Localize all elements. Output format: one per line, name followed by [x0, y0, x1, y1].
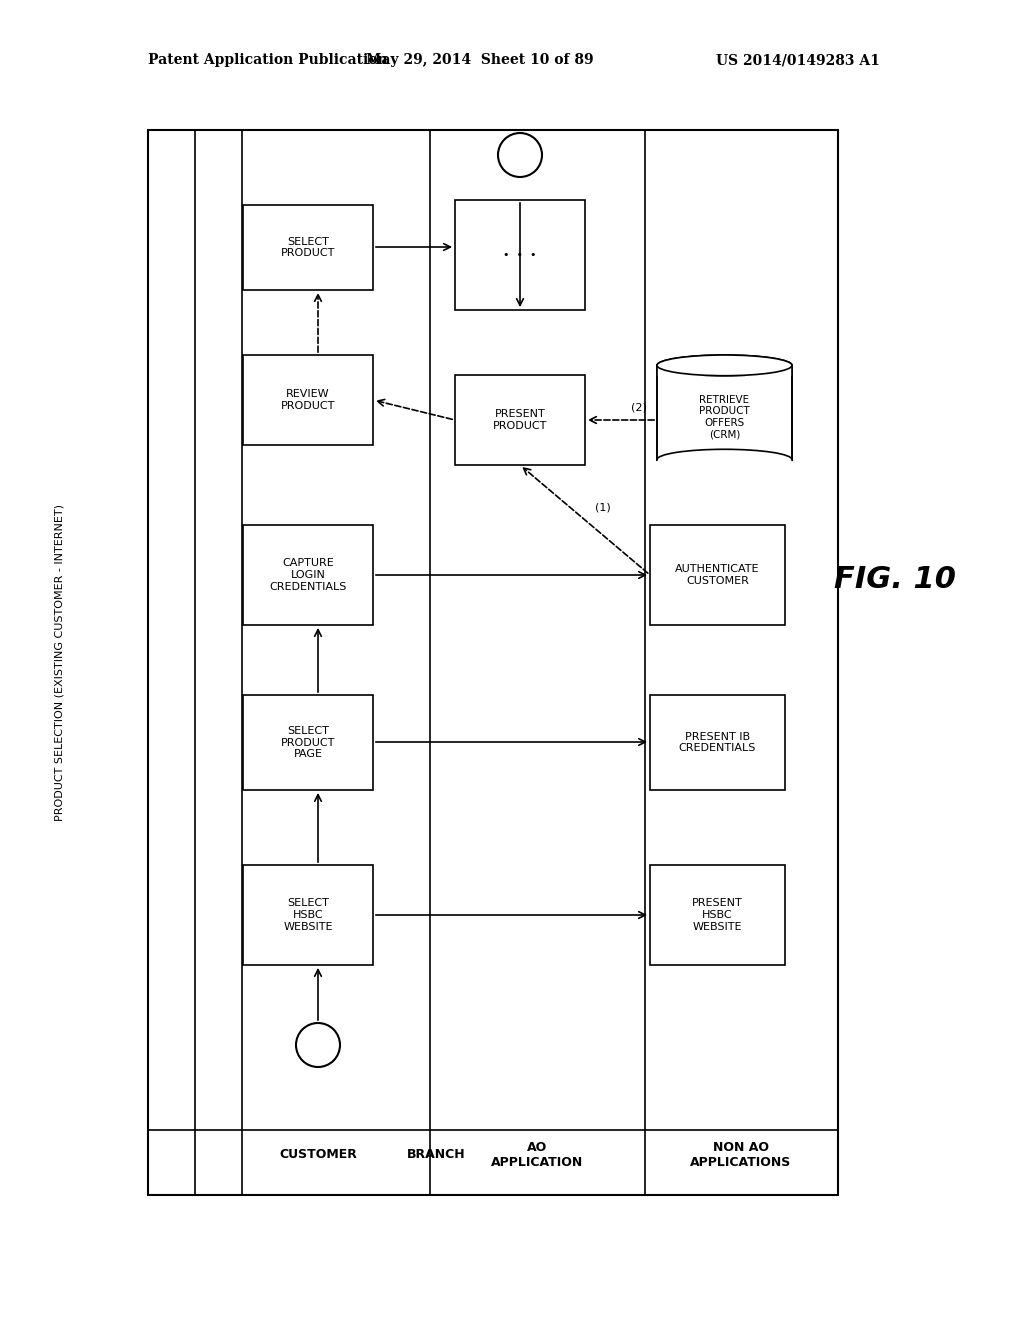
Text: (2): (2)	[631, 403, 647, 412]
Circle shape	[498, 133, 542, 177]
Text: CUSTOMER: CUSTOMER	[280, 1148, 357, 1162]
Bar	[243, 696, 373, 789]
Text: May 29, 2014  Sheet 10 of 89: May 29, 2014 Sheet 10 of 89	[367, 53, 594, 67]
Text: •  •  •: • • •	[503, 249, 537, 260]
Circle shape	[296, 1023, 340, 1067]
Text: PRESENT
HSBC
WEBSITE: PRESENT HSBC WEBSITE	[692, 899, 742, 932]
Bar	[243, 865, 373, 965]
Bar	[455, 375, 585, 465]
Bar	[657, 366, 792, 376]
Text: NON AO
APPLICATIONS: NON AO APPLICATIONS	[690, 1140, 792, 1170]
Bar	[243, 355, 373, 445]
Text: PRESENT IB
CREDENTIALS: PRESENT IB CREDENTIALS	[679, 731, 756, 754]
Text: Patent Application Publication: Patent Application Publication	[148, 53, 388, 67]
Bar	[650, 525, 785, 624]
Text: AO
APPLICATION: AO APPLICATION	[490, 1140, 583, 1170]
Text: FIG. 10: FIG. 10	[834, 565, 956, 594]
Bar	[650, 696, 785, 789]
Text: SELECT
PRODUCT: SELECT PRODUCT	[281, 236, 335, 259]
Text: US 2014/0149283 A1: US 2014/0149283 A1	[716, 53, 880, 67]
Bar	[148, 129, 838, 1195]
Text: (1): (1)	[595, 502, 610, 512]
Text: BRANCH: BRANCH	[407, 1148, 465, 1162]
Text: AUTHENTICATE
CUSTOMER: AUTHENTICATE CUSTOMER	[675, 564, 760, 586]
Text: CAPTURE
LOGIN
CREDENTIALS: CAPTURE LOGIN CREDENTIALS	[269, 558, 347, 591]
Text: SELECT
HSBC
WEBSITE: SELECT HSBC WEBSITE	[284, 899, 333, 932]
Bar	[650, 865, 785, 965]
Ellipse shape	[657, 449, 792, 470]
Text: RETRIEVE
PRODUCT
OFFERS
(CRM): RETRIEVE PRODUCT OFFERS (CRM)	[699, 395, 750, 440]
Ellipse shape	[657, 355, 792, 376]
Text: SELECT
PRODUCT
PAGE: SELECT PRODUCT PAGE	[281, 726, 335, 759]
Text: REVIEW
PRODUCT: REVIEW PRODUCT	[281, 389, 335, 411]
Bar	[243, 525, 373, 624]
Text: PRODUCT SELECTION (EXISTING CUSTOMER - INTERNET): PRODUCT SELECTION (EXISTING CUSTOMER - I…	[55, 504, 65, 821]
Bar	[243, 205, 373, 290]
Text: PRESENT
PRODUCT: PRESENT PRODUCT	[493, 409, 547, 430]
Bar	[657, 366, 792, 459]
Ellipse shape	[657, 355, 792, 376]
Bar	[455, 201, 585, 310]
Bar	[657, 459, 792, 473]
